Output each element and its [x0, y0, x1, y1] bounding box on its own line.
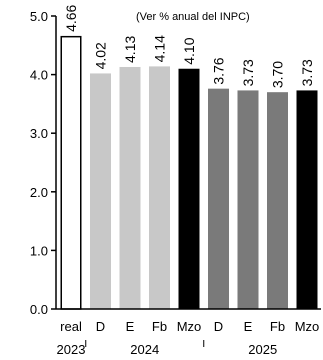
category-labels: real D E Fb Mzo D E Fb Mzo [60, 319, 319, 334]
y-tick-label: 2.0 [30, 185, 48, 200]
value-label: 4.14 [152, 35, 168, 62]
bar [60, 35, 82, 310]
category-label: Mzo [295, 319, 320, 334]
value-label: 4.02 [93, 42, 109, 69]
year-label: 2023 [57, 342, 86, 357]
year-label: 2024 [130, 342, 159, 357]
y-tick-label: 5.0 [30, 9, 48, 24]
category-label: E [244, 319, 253, 334]
bar [208, 88, 229, 309]
bar [296, 90, 318, 309]
bar [90, 73, 111, 309]
bar [178, 68, 200, 310]
year-group-labels: 2023 2024 2025 [57, 340, 277, 357]
category-label: Fb [270, 319, 285, 334]
value-label: 3.76 [211, 57, 227, 84]
bars [60, 35, 318, 310]
value-label: 3.73 [299, 59, 315, 86]
value-label: 4.10 [181, 37, 197, 64]
category-label: D [96, 319, 105, 334]
value-label: 3.73 [240, 59, 256, 86]
value-label: 4.13 [122, 36, 138, 63]
y-tick-label: 3.0 [30, 126, 48, 141]
y-tick-label: 1.0 [30, 243, 48, 258]
bar [119, 66, 141, 310]
category-label: Fb [152, 319, 167, 334]
value-label: 3.70 [270, 61, 286, 88]
category-label: Mzo [177, 319, 202, 334]
value-labels: 4.66 4.02 4.13 4.14 4.10 3.76 3.73 3.70 3.73 [63, 4, 315, 88]
y-tick-label: 0.0 [30, 302, 48, 317]
chart-note: (Ver % anual del INPC) [136, 11, 250, 23]
value-label: 4.66 [63, 4, 79, 31]
y-tick-label: 4.0 [30, 68, 48, 83]
bar [267, 92, 288, 310]
category-label: D [214, 319, 223, 334]
year-label: 2025 [248, 342, 277, 357]
bar [149, 66, 170, 310]
bar [237, 90, 259, 309]
y-axis: 0.0 1.0 2.0 3.0 4.0 5.0 [30, 9, 57, 317]
category-label: E [126, 319, 135, 334]
category-label: real [60, 319, 82, 334]
